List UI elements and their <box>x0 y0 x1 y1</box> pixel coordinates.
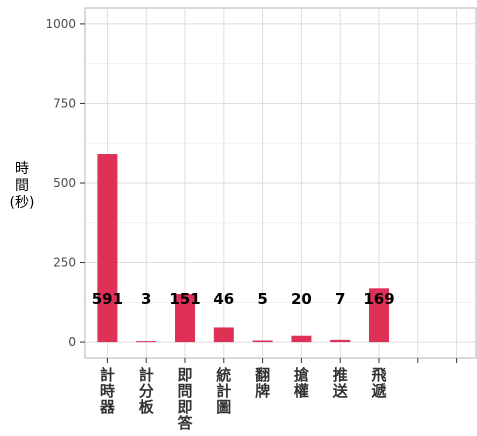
bar <box>136 341 157 343</box>
y-axis-title-text: 時間(秒) <box>10 161 35 211</box>
data-label: 3 <box>141 290 151 308</box>
y-tick-label: 500 <box>53 176 76 190</box>
data-label: 169 <box>363 290 394 308</box>
bar <box>175 294 195 343</box>
y-tick-label: 750 <box>53 96 76 110</box>
bar <box>291 335 312 343</box>
x-tick-label: 統計圖 <box>216 366 231 416</box>
y-tick-label: 250 <box>53 256 76 270</box>
y-axis-title: 時間(秒) <box>10 161 35 211</box>
y-tick-labels: 0 250 500 750 1000 <box>45 17 85 349</box>
x-tick-label: 飛遞 <box>370 366 387 400</box>
bar <box>330 339 351 343</box>
data-label: 46 <box>213 290 234 308</box>
data-label: 5 <box>257 290 267 308</box>
data-label: 591 <box>92 290 123 308</box>
x-tick-label: 計時器 <box>99 366 116 416</box>
data-label: 151 <box>169 290 200 308</box>
y-tick-label: 1000 <box>45 17 76 31</box>
y-tick-label: 0 <box>68 335 76 349</box>
x-tick-label: 推送 <box>332 366 349 400</box>
bar <box>252 340 273 343</box>
x-tick-label: 即問即答 <box>177 366 193 432</box>
x-tick-label: 計分板 <box>139 366 155 416</box>
data-labels: 591 3 151 46 5 20 7 169 <box>92 290 395 308</box>
x-tick-label: 翻牌 <box>255 366 270 400</box>
data-label: 7 <box>335 290 345 308</box>
bar <box>369 288 389 343</box>
bar <box>97 154 118 343</box>
bars <box>97 154 389 343</box>
data-label: 20 <box>291 290 312 308</box>
x-tick-label: 搶權 <box>294 366 309 400</box>
bar <box>213 327 234 343</box>
